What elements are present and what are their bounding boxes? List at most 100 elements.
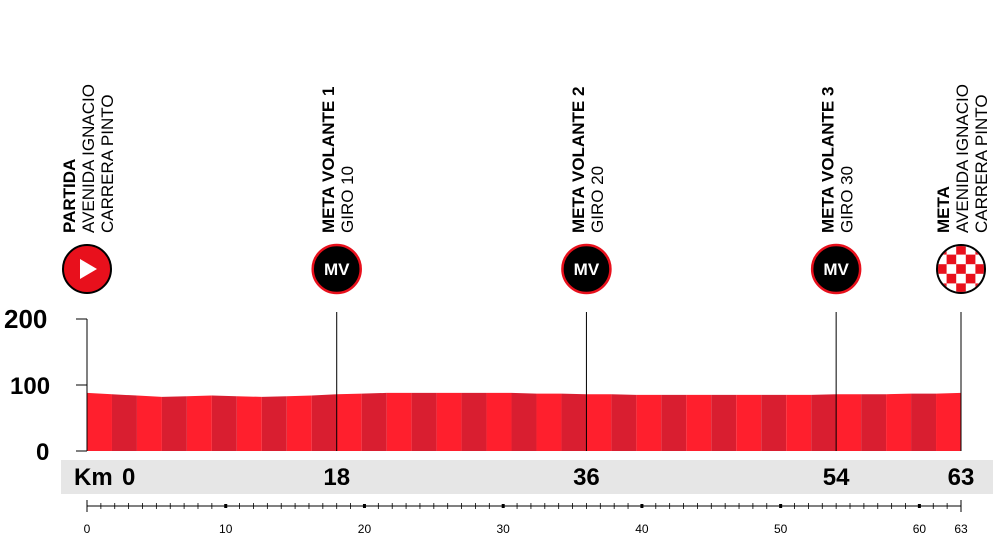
ruler-tick-label: 30 <box>497 522 511 536</box>
ruler-tick-major <box>640 504 644 508</box>
profile-segment <box>361 392 387 451</box>
checker-square <box>956 283 966 292</box>
mv-circle <box>561 243 612 295</box>
ruler-tick-label: 40 <box>635 522 649 536</box>
waypoint-labels: PARTIDA AVENIDA IGNACIO CARRERA PINTO META … <box>60 84 991 295</box>
waypoint-title: PARTIDA <box>60 159 79 233</box>
ruler-tick-label: 20 <box>358 522 372 536</box>
play-triangle <box>80 259 97 279</box>
profile-segment <box>286 395 312 451</box>
profile-segment <box>111 394 137 451</box>
mv-badge-text: MV <box>574 260 600 279</box>
profile-segment <box>336 393 362 451</box>
profile-segment <box>461 392 487 451</box>
checker-square <box>956 246 966 255</box>
waypoint-subtitle: GIRO 10 <box>338 166 357 233</box>
ruler-tick-label: 63 <box>954 522 968 536</box>
profile-segment <box>161 396 187 451</box>
waypoint-title: META VOLANTE 1 <box>319 87 338 233</box>
waypoint-lines <box>336 312 962 451</box>
profile-segment <box>436 392 462 451</box>
profile-segment <box>586 394 612 451</box>
profile-segment <box>636 394 662 451</box>
profile-segment <box>211 395 237 451</box>
mv-badge-text: MV <box>823 260 849 279</box>
profile-segment <box>561 393 587 451</box>
profile-segment <box>661 394 687 451</box>
finish-ring <box>936 244 986 294</box>
profile-segment <box>911 393 937 451</box>
km-mark-label: 18 <box>323 464 350 491</box>
checker-square <box>965 254 976 265</box>
mv-circle <box>311 243 362 295</box>
ruler-tick-label: 10 <box>219 522 233 536</box>
y-tick-label: 100 <box>10 373 50 400</box>
profile-segment <box>836 394 862 451</box>
profile-segment <box>861 394 887 451</box>
profile-segment <box>936 392 961 451</box>
profile-segment <box>886 393 912 451</box>
y-axis: 200 100 0 <box>4 304 88 466</box>
mv-badge-text: MV <box>324 260 350 279</box>
waypoint-title: META VOLANTE 2 <box>569 87 588 233</box>
checker-square <box>956 264 966 274</box>
ruler-tick-label: 60 <box>913 522 927 536</box>
y-tick-label: 200 <box>4 304 47 334</box>
profile-segment <box>536 393 562 451</box>
waypoint-subtitle: CARRERA PINTO <box>972 94 991 233</box>
km-band-bg <box>61 460 993 494</box>
ruler-tick-major <box>224 504 228 508</box>
meta-volante-icon: MV <box>810 243 862 295</box>
km-ruler: 0 10 20 30 40 50 60 63 <box>84 500 968 536</box>
profile-segment <box>386 392 412 451</box>
profile-segment <box>136 395 162 451</box>
checker-square <box>938 264 947 274</box>
waypoint-subtitle: AVENIDA IGNACIO <box>953 84 972 233</box>
profile-segment <box>811 394 837 451</box>
profile-segment <box>761 394 787 451</box>
y-tick-label: 0 <box>36 439 49 466</box>
profile-segment <box>511 392 537 451</box>
checker-square <box>946 273 957 284</box>
finish-checkered-icon <box>936 244 986 294</box>
waypoint-subtitle: GIRO 30 <box>838 166 857 233</box>
ruler-tick-major <box>501 504 505 508</box>
checker-square <box>965 273 976 284</box>
meta-volante-icon: MV <box>561 243 612 295</box>
waypoint-subtitle: GIRO 20 <box>588 166 607 233</box>
km-mark-label: 36 <box>573 464 600 491</box>
ruler-tick-major <box>917 504 921 508</box>
profile-segment <box>261 396 287 451</box>
ruler-tick-label: 0 <box>84 522 91 536</box>
profile-segment <box>236 396 262 451</box>
km-mark-label: 0 <box>122 464 135 491</box>
km-band: Km 0 18 36 54 63 <box>61 460 993 494</box>
mv-circle <box>810 243 862 295</box>
profile-segment <box>186 395 212 451</box>
km-mark-label: 63 <box>948 464 975 491</box>
km-prefix: Km <box>74 464 113 491</box>
profile-segment <box>486 392 512 451</box>
checker-square <box>975 264 984 274</box>
profile-segment <box>786 394 812 451</box>
ruler-tick-major <box>362 504 366 508</box>
waypoint-subtitle: AVENIDA IGNACIO <box>79 84 98 233</box>
profile-segment <box>686 394 712 451</box>
ruler-tick-major <box>779 504 783 508</box>
waypoint-title: META VOLANTE 3 <box>819 87 838 233</box>
profile-segment <box>411 392 437 451</box>
meta-volante-icon: MV <box>311 243 362 295</box>
km-mark-label: 54 <box>823 464 850 491</box>
ruler-tick-label: 50 <box>774 522 788 536</box>
start-play-icon <box>62 244 112 294</box>
profile-segment <box>736 394 762 451</box>
checker-square <box>946 254 957 265</box>
waypoint-title: META <box>934 186 953 233</box>
profile-segment <box>87 392 112 451</box>
waypoint-subtitle: CARRERA PINTO <box>98 94 117 233</box>
profile-segment <box>311 394 337 451</box>
profile-segment <box>711 394 737 451</box>
profile-area <box>87 392 961 451</box>
